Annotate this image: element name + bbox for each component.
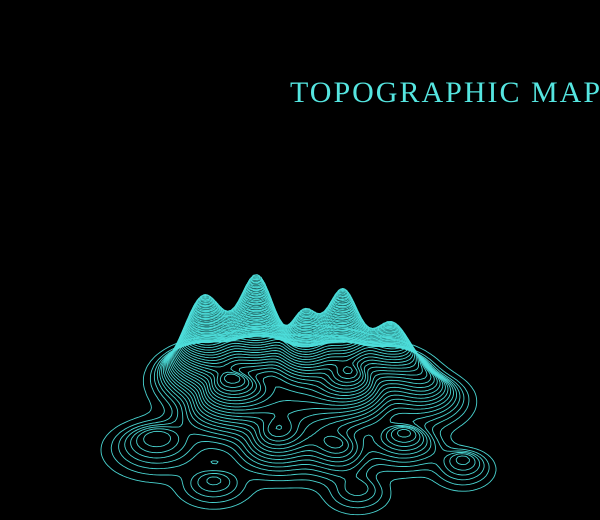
contour-line xyxy=(324,436,343,448)
contour-line xyxy=(456,456,469,465)
contour-line xyxy=(119,336,485,502)
contour-line xyxy=(343,367,352,374)
contour-line xyxy=(207,477,221,485)
contour-line xyxy=(144,431,171,446)
contour-line xyxy=(397,429,410,437)
page-title: TOPOGRAPHIC MAP xyxy=(290,76,600,110)
contour-line xyxy=(305,309,306,310)
contour-line xyxy=(211,461,218,464)
contour-line xyxy=(205,295,206,296)
contour-line xyxy=(137,429,179,453)
contour-line xyxy=(125,336,460,495)
contour-line xyxy=(276,425,281,429)
contour-line xyxy=(225,374,241,383)
contour-line xyxy=(198,473,230,491)
stage: TOPOGRAPHIC MAP xyxy=(0,0,600,520)
